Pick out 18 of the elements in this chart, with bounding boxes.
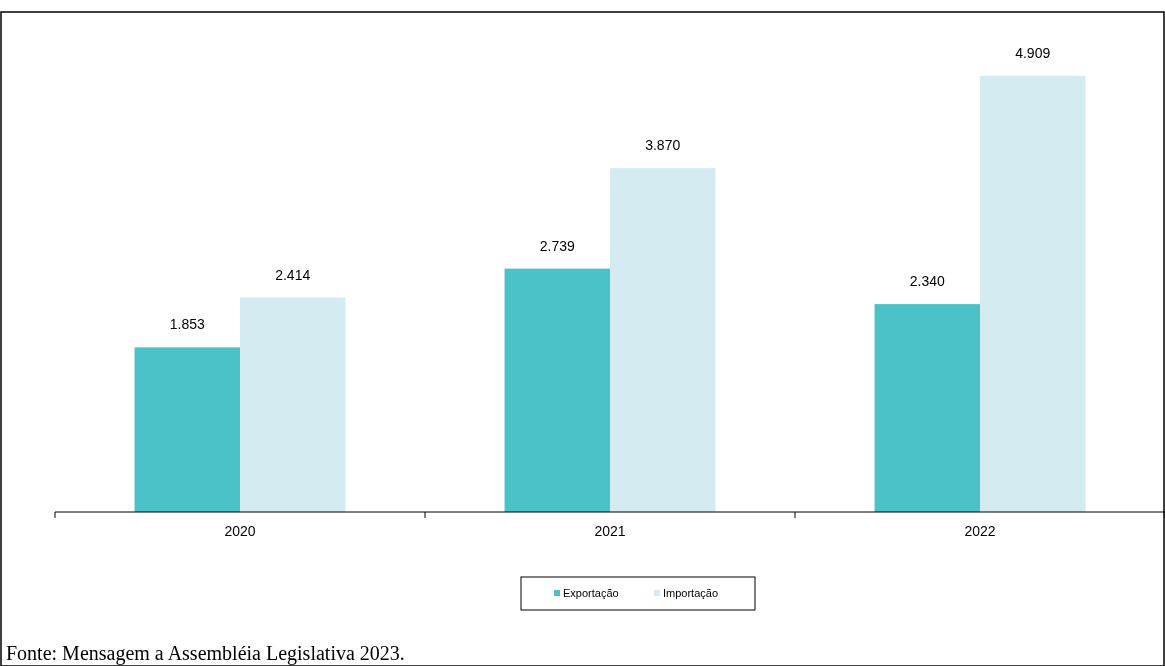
x-tick-label: 2022	[964, 523, 996, 539]
bar	[610, 168, 716, 512]
data-label: 2.414	[275, 266, 311, 283]
bar	[134, 347, 240, 512]
data-label: 2.739	[539, 237, 575, 254]
data-label: 2.340	[909, 273, 945, 290]
bar	[980, 75, 1086, 512]
data-label: 4.909	[1015, 44, 1051, 61]
bar	[240, 297, 346, 512]
bar	[874, 304, 980, 512]
source-note: Fonte: Mensagem a Assembléia Legislativa 2023.	[6, 642, 405, 665]
legend-label: Exportação	[563, 587, 619, 599]
data-label: 1.853	[169, 316, 205, 333]
bar	[504, 268, 610, 512]
x-tick-label: 2020	[224, 523, 256, 539]
x-tick-label: 2021	[594, 523, 626, 539]
data-label: 3.870	[645, 137, 681, 154]
legend-label: Importação	[663, 587, 719, 599]
